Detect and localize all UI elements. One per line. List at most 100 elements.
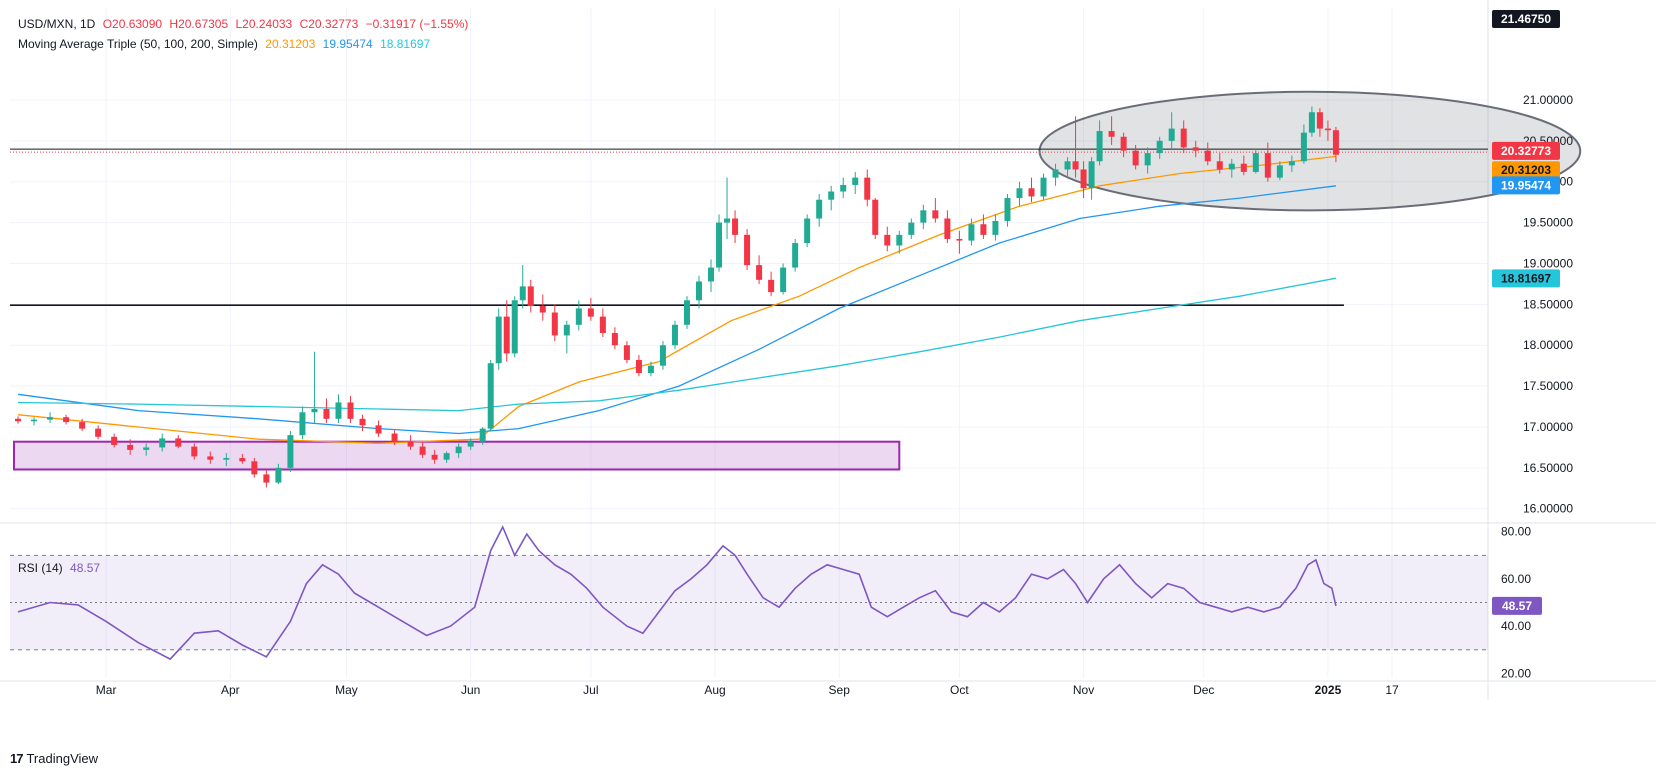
price-tick-label: 17.00000 bbox=[1523, 420, 1573, 434]
rsi-legend: RSI (14) 48.57 bbox=[18, 561, 104, 575]
candle bbox=[611, 327, 618, 350]
candle-body bbox=[780, 267, 787, 293]
candle bbox=[671, 320, 678, 350]
candle bbox=[968, 218, 975, 246]
candle-body bbox=[335, 402, 342, 419]
candle-body bbox=[323, 408, 330, 419]
candle-body bbox=[527, 286, 534, 306]
candle-body bbox=[744, 234, 751, 266]
candle-body bbox=[896, 234, 903, 246]
price-tick-label: 19.50000 bbox=[1523, 216, 1573, 230]
candle bbox=[683, 296, 690, 329]
candle-body bbox=[467, 441, 474, 447]
candle bbox=[828, 185, 835, 211]
candle bbox=[1144, 147, 1151, 174]
candle bbox=[347, 395, 354, 423]
candle bbox=[1228, 158, 1235, 178]
price-tick-label: 21.00000 bbox=[1523, 93, 1573, 107]
candle-body bbox=[683, 300, 690, 325]
candle bbox=[1240, 155, 1247, 176]
candle bbox=[1192, 140, 1199, 158]
price-label-text: 18.81697 bbox=[1501, 271, 1551, 285]
price-tick-label: 18.50000 bbox=[1523, 297, 1573, 311]
candle-body bbox=[391, 433, 398, 442]
ma-label: Moving Average Triple (50, 100, 200, Sim… bbox=[18, 37, 258, 51]
candle bbox=[551, 304, 558, 342]
candle-body bbox=[671, 324, 678, 346]
candle bbox=[756, 255, 763, 284]
candle bbox=[1324, 120, 1331, 141]
candle bbox=[575, 300, 582, 331]
candle bbox=[455, 443, 462, 459]
candle bbox=[503, 300, 510, 362]
candle-body bbox=[980, 224, 987, 235]
candle bbox=[223, 453, 230, 467]
candle bbox=[479, 426, 486, 445]
price-label-bg bbox=[1492, 269, 1560, 288]
candle bbox=[519, 265, 526, 309]
horizontal-lines[interactable] bbox=[10, 148, 1488, 306]
candle-body bbox=[375, 425, 382, 434]
candle-body bbox=[1028, 188, 1035, 197]
candle-body bbox=[1144, 153, 1151, 166]
candle bbox=[884, 226, 891, 252]
candle-body bbox=[756, 265, 763, 280]
candle-body bbox=[551, 312, 558, 336]
price-label-bg bbox=[1492, 176, 1560, 195]
candle bbox=[391, 430, 398, 445]
candle-body bbox=[191, 446, 198, 457]
candle bbox=[143, 443, 150, 456]
price-label-down: 20.32773 bbox=[1492, 141, 1560, 160]
candle-body bbox=[15, 418, 22, 422]
highlight-ellipse[interactable] bbox=[1038, 90, 1582, 212]
candle-body bbox=[647, 365, 654, 374]
tradingview-mark-icon: 17 bbox=[10, 751, 24, 766]
candle-body bbox=[1332, 130, 1339, 155]
candle bbox=[852, 171, 859, 194]
support-zone[interactable] bbox=[13, 440, 901, 471]
candle-body bbox=[792, 243, 799, 268]
candle-body bbox=[479, 428, 486, 442]
candle-body bbox=[1080, 169, 1087, 189]
time-tick-label: 2025 bbox=[1315, 683, 1342, 697]
candle bbox=[816, 193, 823, 227]
candle bbox=[1180, 120, 1187, 154]
candle-body bbox=[1072, 161, 1079, 170]
candle-body bbox=[503, 316, 510, 354]
tradingview-logo[interactable]: 17 TradingView bbox=[10, 751, 98, 766]
candle-body bbox=[1156, 140, 1163, 154]
time-tick-label: Nov bbox=[1073, 683, 1094, 697]
candle bbox=[539, 294, 546, 321]
price-tick-label: 16.50000 bbox=[1523, 461, 1573, 475]
candle-body bbox=[1324, 128, 1331, 131]
candle-body bbox=[1004, 198, 1011, 221]
candle-body bbox=[1264, 153, 1271, 178]
candle-body bbox=[95, 428, 102, 437]
candle bbox=[495, 308, 502, 370]
time-tick-label: Apr bbox=[221, 683, 240, 697]
candle bbox=[804, 214, 811, 248]
candle bbox=[659, 341, 666, 370]
candle bbox=[792, 238, 799, 272]
candle-body bbox=[1016, 188, 1023, 199]
candle-body bbox=[1096, 131, 1103, 162]
candle bbox=[1132, 144, 1139, 170]
time-tick-label: Sep bbox=[829, 683, 851, 697]
candle-body bbox=[1040, 177, 1047, 197]
candle bbox=[443, 451, 450, 463]
candle-body bbox=[1276, 165, 1283, 178]
candle bbox=[375, 420, 382, 437]
candle bbox=[956, 230, 963, 254]
candle-body bbox=[1108, 131, 1115, 137]
candle bbox=[299, 406, 306, 440]
candle bbox=[275, 463, 282, 485]
candle-body bbox=[852, 177, 859, 185]
candle-body bbox=[932, 210, 939, 219]
candle-body bbox=[1192, 147, 1199, 151]
candle bbox=[1004, 193, 1011, 227]
candle bbox=[191, 443, 198, 460]
candle-body bbox=[1180, 128, 1187, 148]
candle bbox=[207, 451, 214, 464]
candle bbox=[1276, 161, 1283, 181]
